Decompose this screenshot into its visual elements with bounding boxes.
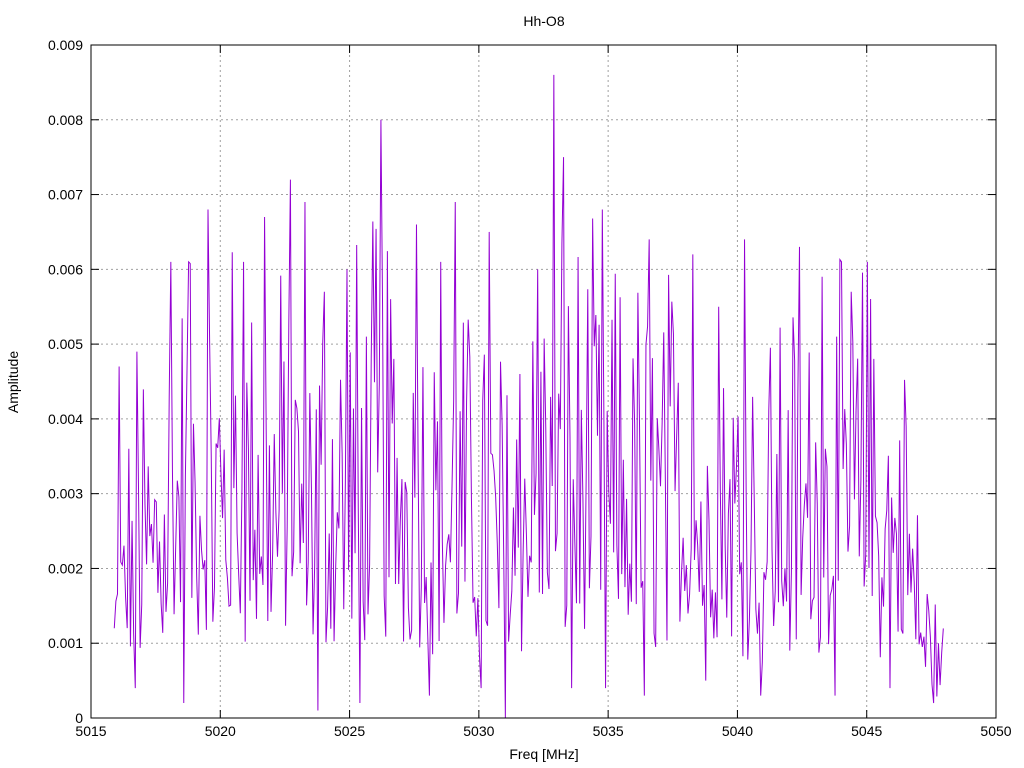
y-tick-label: 0.004 <box>48 411 83 427</box>
x-tick-label: 5025 <box>334 723 365 739</box>
y-tick-label: 0.002 <box>48 560 83 576</box>
y-tick-label: 0.009 <box>48 37 83 53</box>
chart-title: Hh-O8 <box>523 13 564 29</box>
axis-ticks: 5015 5020 5025 5030 5035 5040 5045 5050 0 0.001 0.… <box>48 37 1012 739</box>
x-tick-label: 5035 <box>593 723 624 739</box>
y-tick-label: 0.008 <box>48 112 83 128</box>
series-line <box>113 74 944 719</box>
x-tick-label: 5030 <box>463 723 494 739</box>
y-tick-label: 0 <box>75 710 83 726</box>
y-axis-label: Amplitude <box>5 351 21 413</box>
series-group <box>113 74 944 719</box>
x-axis-label: Freq [MHz] <box>509 746 578 762</box>
y-tick-label: 0.007 <box>48 187 83 203</box>
y-tick-label: 0.005 <box>48 336 83 352</box>
y-tick-label: 0.001 <box>48 635 83 651</box>
x-tick-label: 5040 <box>722 723 753 739</box>
grid-lines <box>91 45 996 718</box>
x-tick-label: 5015 <box>75 723 106 739</box>
plot-frame <box>90 44 997 719</box>
y-tick-label: 0.003 <box>48 486 83 502</box>
y-tick-label: 0.006 <box>48 261 83 277</box>
x-tick-label: 5020 <box>205 723 236 739</box>
x-tick-label: 5050 <box>980 723 1011 739</box>
x-tick-label: 5045 <box>851 723 882 739</box>
